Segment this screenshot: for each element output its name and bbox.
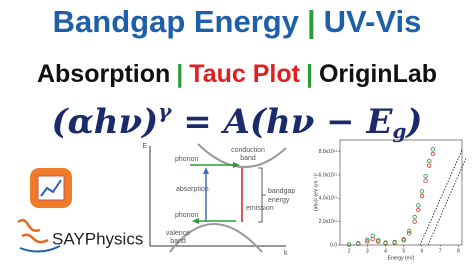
icon-sheet — [37, 175, 65, 201]
data-point — [383, 240, 388, 245]
arrowhead — [233, 162, 240, 168]
subtitle-line: Absorption | Tauc Plot | OriginLab — [37, 60, 437, 88]
band-label: band — [170, 238, 186, 245]
data-point — [430, 151, 436, 157]
x-tick-label: 4 — [384, 248, 387, 254]
data-point — [356, 241, 361, 246]
logo-text: SAYPhysics — [52, 229, 143, 248]
arrowhead — [192, 218, 199, 224]
data-point — [419, 193, 425, 199]
data-point — [412, 214, 417, 220]
separator: | — [306, 60, 313, 88]
y-tick-label: 8.0x10¹¹ — [319, 149, 338, 155]
separator: | — [176, 60, 183, 88]
data-point — [406, 228, 412, 234]
y-axis-label: (αhν)² (eV cm⁻¹)² — [313, 173, 319, 211]
data-point — [430, 147, 436, 152]
logo-swoosh — [19, 245, 61, 253]
data-point — [365, 239, 370, 244]
data-point — [392, 239, 397, 245]
x-tick-label: 8 — [457, 248, 460, 254]
logo-swirl — [17, 219, 49, 244]
x-tick-label: 3 — [366, 248, 369, 254]
icon-line — [40, 179, 62, 197]
fit-line — [427, 157, 467, 246]
axis-label: k — [284, 250, 288, 257]
bandgap-label: bandgap — [268, 188, 295, 195]
data-point — [416, 207, 421, 213]
tauc-plot: Energy (eV) (αhν)² (eV cm⁻¹)² — [313, 139, 463, 261]
plot-frame — [339, 139, 463, 246]
data-point — [427, 163, 432, 168]
data-point — [423, 178, 428, 184]
separator: | — [307, 4, 316, 39]
arrowhead — [203, 167, 209, 174]
x-tick-label: 2 — [348, 248, 351, 254]
band-label: band — [240, 155, 256, 162]
formula-part: ) — [404, 102, 422, 142]
x-tick-label: 6 — [421, 248, 424, 254]
valence-band — [169, 223, 263, 253]
band-diagram: E k conduction band valence band phonon … — [142, 143, 295, 257]
data-point — [370, 236, 375, 242]
bandgap-bracket — [258, 167, 266, 223]
y-tick-label: 2.0x10¹¹ — [319, 219, 338, 225]
formula-exponent: γ — [158, 99, 172, 123]
y-tick-label: 0.0 — [330, 242, 337, 248]
origin-icon — [30, 168, 72, 208]
absorption-label: absorption — [176, 186, 209, 193]
formula-subscript: g — [392, 119, 406, 143]
emission-label: emission — [246, 205, 274, 212]
data-point — [427, 158, 432, 164]
title-part: Bandgap Energy — [53, 4, 300, 39]
x-axis-label: Energy (eV) — [388, 255, 415, 261]
title-part: UV-Vis — [324, 4, 422, 39]
subtitle-part: Absorption — [37, 60, 170, 88]
axis-label: E — [142, 143, 147, 150]
fit-line — [419, 149, 463, 246]
formula: (αhν)γ = A(hν − Eg) — [52, 99, 423, 143]
data-point — [370, 233, 375, 238]
title-line: Bandgap Energy | UV-Vis — [53, 4, 422, 39]
x-tick-label: 7 — [439, 248, 442, 254]
y-tick-label: 4.0x10¹¹ — [319, 196, 338, 202]
formula-part: (αhν) — [52, 102, 159, 142]
y-tick-label: 6.0x10¹¹ — [319, 172, 338, 178]
data-point — [401, 236, 406, 242]
data-point — [412, 219, 417, 224]
formula-part: = A(hν − E — [171, 102, 393, 142]
bandgap-label: energy — [268, 197, 290, 204]
subtitle-part: Tauc Plot — [189, 60, 300, 88]
phonon-label: phonon — [175, 212, 198, 219]
data-point — [365, 237, 370, 242]
data-point — [423, 173, 428, 179]
data-point — [419, 189, 425, 194]
data-point — [416, 203, 421, 208]
data-point — [346, 242, 352, 247]
data-point — [376, 238, 381, 243]
subtitle-part: OriginLab — [319, 60, 437, 88]
conduction-band — [197, 143, 287, 169]
band-label: conduction — [231, 147, 265, 154]
phonon-label: phonon — [175, 156, 198, 163]
x-tick-label: 5 — [402, 248, 405, 254]
band-label: valence — [166, 230, 190, 237]
data-point — [406, 231, 412, 236]
